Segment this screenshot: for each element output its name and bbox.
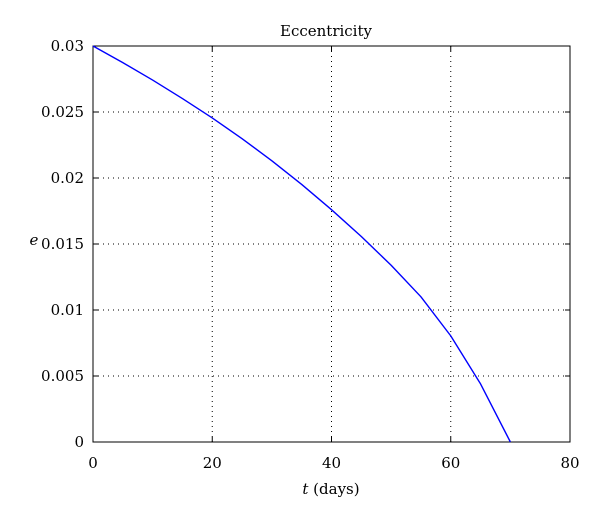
y-tick-labels: 0 0.005 0.01 0.015 0.02 0.025 0.03 <box>41 37 84 451</box>
y-tick-label: 0.01 <box>51 301 84 319</box>
y-tick-label: 0.025 <box>41 103 84 121</box>
x-axis-unit: (days) <box>308 480 359 498</box>
y-tick-label: 0.015 <box>41 235 84 253</box>
x-tick-label: 0 <box>88 454 98 472</box>
axis-ticks <box>92 45 571 443</box>
grid-lines <box>93 46 570 442</box>
x-axis-variable: t <box>302 480 309 498</box>
chart-title: Eccentricity <box>280 22 373 40</box>
x-tick-label: 60 <box>441 454 460 472</box>
x-tick-label: 40 <box>322 454 341 472</box>
series-layer <box>92 45 512 443</box>
series-line <box>92 45 512 443</box>
x-tick-label: 20 <box>203 454 222 472</box>
x-tick-labels: 0 20 40 60 80 <box>88 454 579 472</box>
y-tick-label: 0.03 <box>51 37 84 55</box>
y-tick-label: 0.005 <box>41 367 84 385</box>
y-axis-label: e <box>30 231 39 249</box>
x-axis-label: t (days) <box>302 480 359 498</box>
y-tick-label: 0 <box>74 433 84 451</box>
y-tick-label: 0.02 <box>51 169 84 187</box>
x-tick-label: 80 <box>560 454 579 472</box>
